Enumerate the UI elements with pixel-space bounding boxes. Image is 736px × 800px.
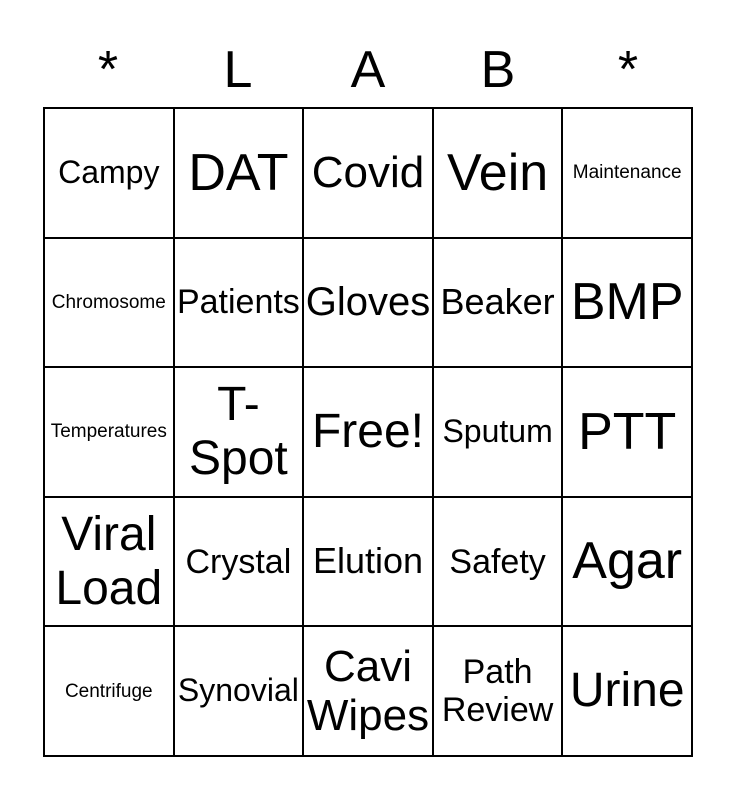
- bingo-cell-free[interactable]: Free!: [304, 368, 432, 496]
- bingo-cell[interactable]: Synovial: [174, 627, 303, 755]
- bingo-cell[interactable]: BMP: [563, 238, 691, 367]
- bingo-cell[interactable]: Gloves: [304, 238, 432, 367]
- bingo-cell[interactable]: Cavi Wipes: [304, 627, 432, 755]
- bingo-cell[interactable]: Agar: [563, 497, 691, 626]
- bingo-cell[interactable]: Chromosome: [45, 238, 173, 367]
- bingo-cell[interactable]: Path Review: [433, 627, 562, 755]
- bingo-cell[interactable]: Crystal: [174, 497, 303, 626]
- card-title: * L A B *: [43, 20, 693, 120]
- bingo-cell[interactable]: Temperatures: [45, 368, 173, 496]
- bingo-cell[interactable]: T-Spot: [174, 368, 303, 496]
- bingo-cell[interactable]: Maintenance: [563, 109, 691, 237]
- bingo-cell[interactable]: Patients: [174, 238, 303, 367]
- bingo-cell[interactable]: Centrifuge: [45, 627, 173, 755]
- bingo-cell[interactable]: Campy: [45, 109, 173, 237]
- bingo-cell[interactable]: Viral Load: [45, 497, 173, 626]
- bingo-grid: Campy DAT Covid Vein Maintenance Chromos…: [43, 107, 693, 757]
- bingo-cell[interactable]: Beaker: [433, 238, 562, 367]
- title-letter-a: A: [350, 41, 386, 99]
- bingo-cell[interactable]: Safety: [433, 497, 562, 626]
- title-letter-l: L: [223, 41, 253, 99]
- title-star-left: *: [97, 41, 119, 99]
- bingo-cell[interactable]: Vein: [433, 109, 562, 237]
- title-letter-b: B: [480, 41, 516, 99]
- bingo-cell[interactable]: Covid: [304, 109, 432, 237]
- bingo-cell[interactable]: Elution: [304, 497, 432, 626]
- title-star-right: *: [617, 41, 639, 99]
- bingo-cell[interactable]: DAT: [174, 109, 303, 237]
- bingo-cell[interactable]: Sputum: [433, 368, 562, 496]
- bingo-cell[interactable]: PTT: [563, 368, 691, 496]
- bingo-cell[interactable]: Urine: [563, 627, 691, 755]
